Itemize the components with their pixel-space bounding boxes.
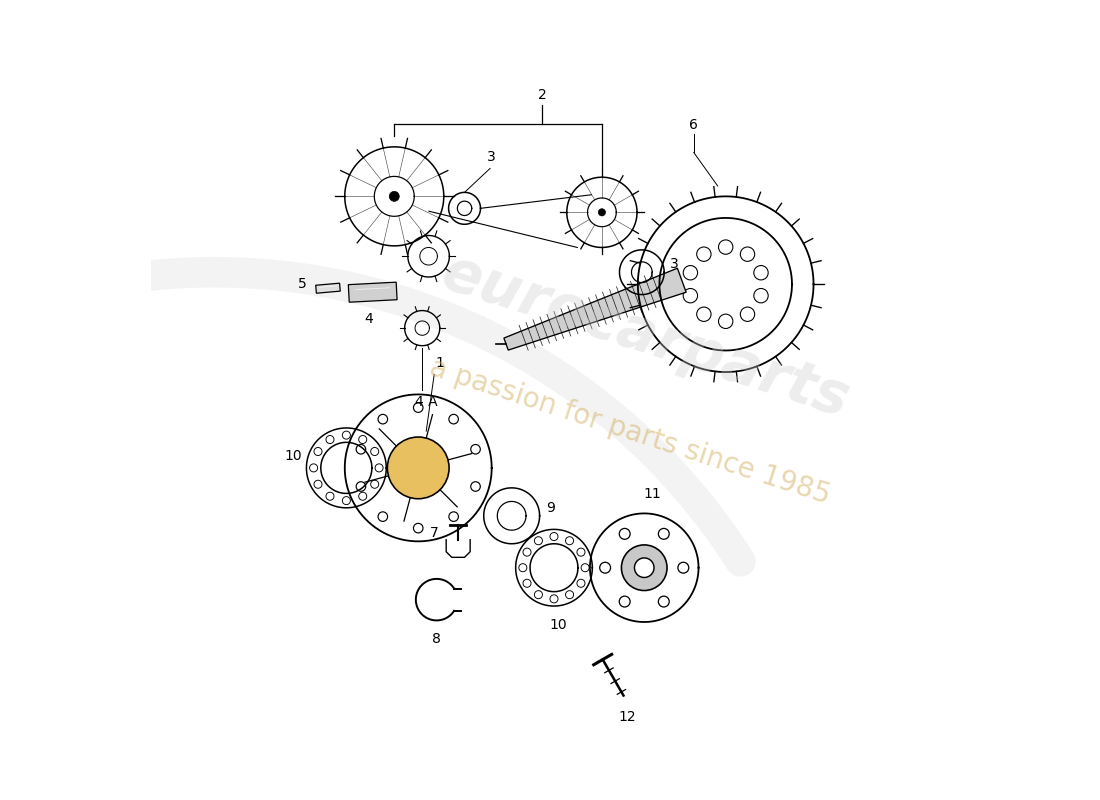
Text: 4: 4 [364,312,373,326]
Circle shape [375,464,383,472]
Text: 3: 3 [670,258,679,271]
Circle shape [600,562,610,573]
Text: 1: 1 [436,357,444,370]
Polygon shape [349,282,397,302]
Circle shape [696,307,711,322]
Text: 4 A: 4 A [415,395,438,410]
Circle shape [342,497,351,505]
Circle shape [522,548,531,556]
Text: 5: 5 [298,278,307,291]
Circle shape [326,435,334,443]
Circle shape [471,445,481,454]
Circle shape [371,447,378,455]
Circle shape [598,209,605,216]
Circle shape [659,596,669,607]
Circle shape [326,492,334,500]
Circle shape [449,512,459,522]
Circle shape [471,482,481,491]
Text: 11: 11 [644,487,661,502]
Circle shape [359,435,366,443]
Text: 7: 7 [429,526,438,540]
Circle shape [309,464,318,472]
Circle shape [576,579,585,587]
Circle shape [519,564,527,572]
Circle shape [356,482,365,491]
Circle shape [389,191,399,202]
Circle shape [378,512,387,522]
Circle shape [581,564,590,572]
Circle shape [718,314,733,329]
Circle shape [359,492,366,500]
Circle shape [754,289,768,303]
Circle shape [414,403,424,413]
Polygon shape [316,283,340,294]
Circle shape [678,562,689,573]
Circle shape [619,529,630,539]
Circle shape [683,289,697,303]
Circle shape [565,537,573,545]
Circle shape [414,523,424,533]
Circle shape [378,414,387,424]
Circle shape [314,480,322,488]
Text: 10: 10 [285,449,303,463]
Circle shape [621,545,667,590]
Circle shape [619,596,630,607]
Circle shape [550,595,558,603]
Text: 2: 2 [538,88,547,102]
Circle shape [449,414,459,424]
Circle shape [740,307,755,322]
Circle shape [356,445,365,454]
Circle shape [387,437,449,498]
Circle shape [342,431,351,439]
Circle shape [576,548,585,556]
Circle shape [314,447,322,455]
Text: a passion for parts since 1985: a passion for parts since 1985 [426,354,834,510]
Circle shape [522,579,531,587]
Circle shape [659,529,669,539]
Circle shape [683,266,697,280]
Text: 9: 9 [546,501,554,515]
Text: 6: 6 [690,118,698,133]
Circle shape [740,247,755,262]
Circle shape [718,240,733,254]
Text: 10: 10 [549,618,566,632]
Text: 3: 3 [487,150,496,165]
Polygon shape [504,268,686,350]
Circle shape [635,558,654,578]
Circle shape [550,533,558,541]
Circle shape [535,590,542,598]
Circle shape [754,266,768,280]
Text: 8: 8 [432,632,441,646]
Circle shape [696,247,711,262]
Circle shape [535,537,542,545]
Text: eurocarparts: eurocarparts [434,243,857,429]
Text: 12: 12 [618,710,636,724]
Circle shape [371,480,378,488]
Circle shape [565,590,573,598]
